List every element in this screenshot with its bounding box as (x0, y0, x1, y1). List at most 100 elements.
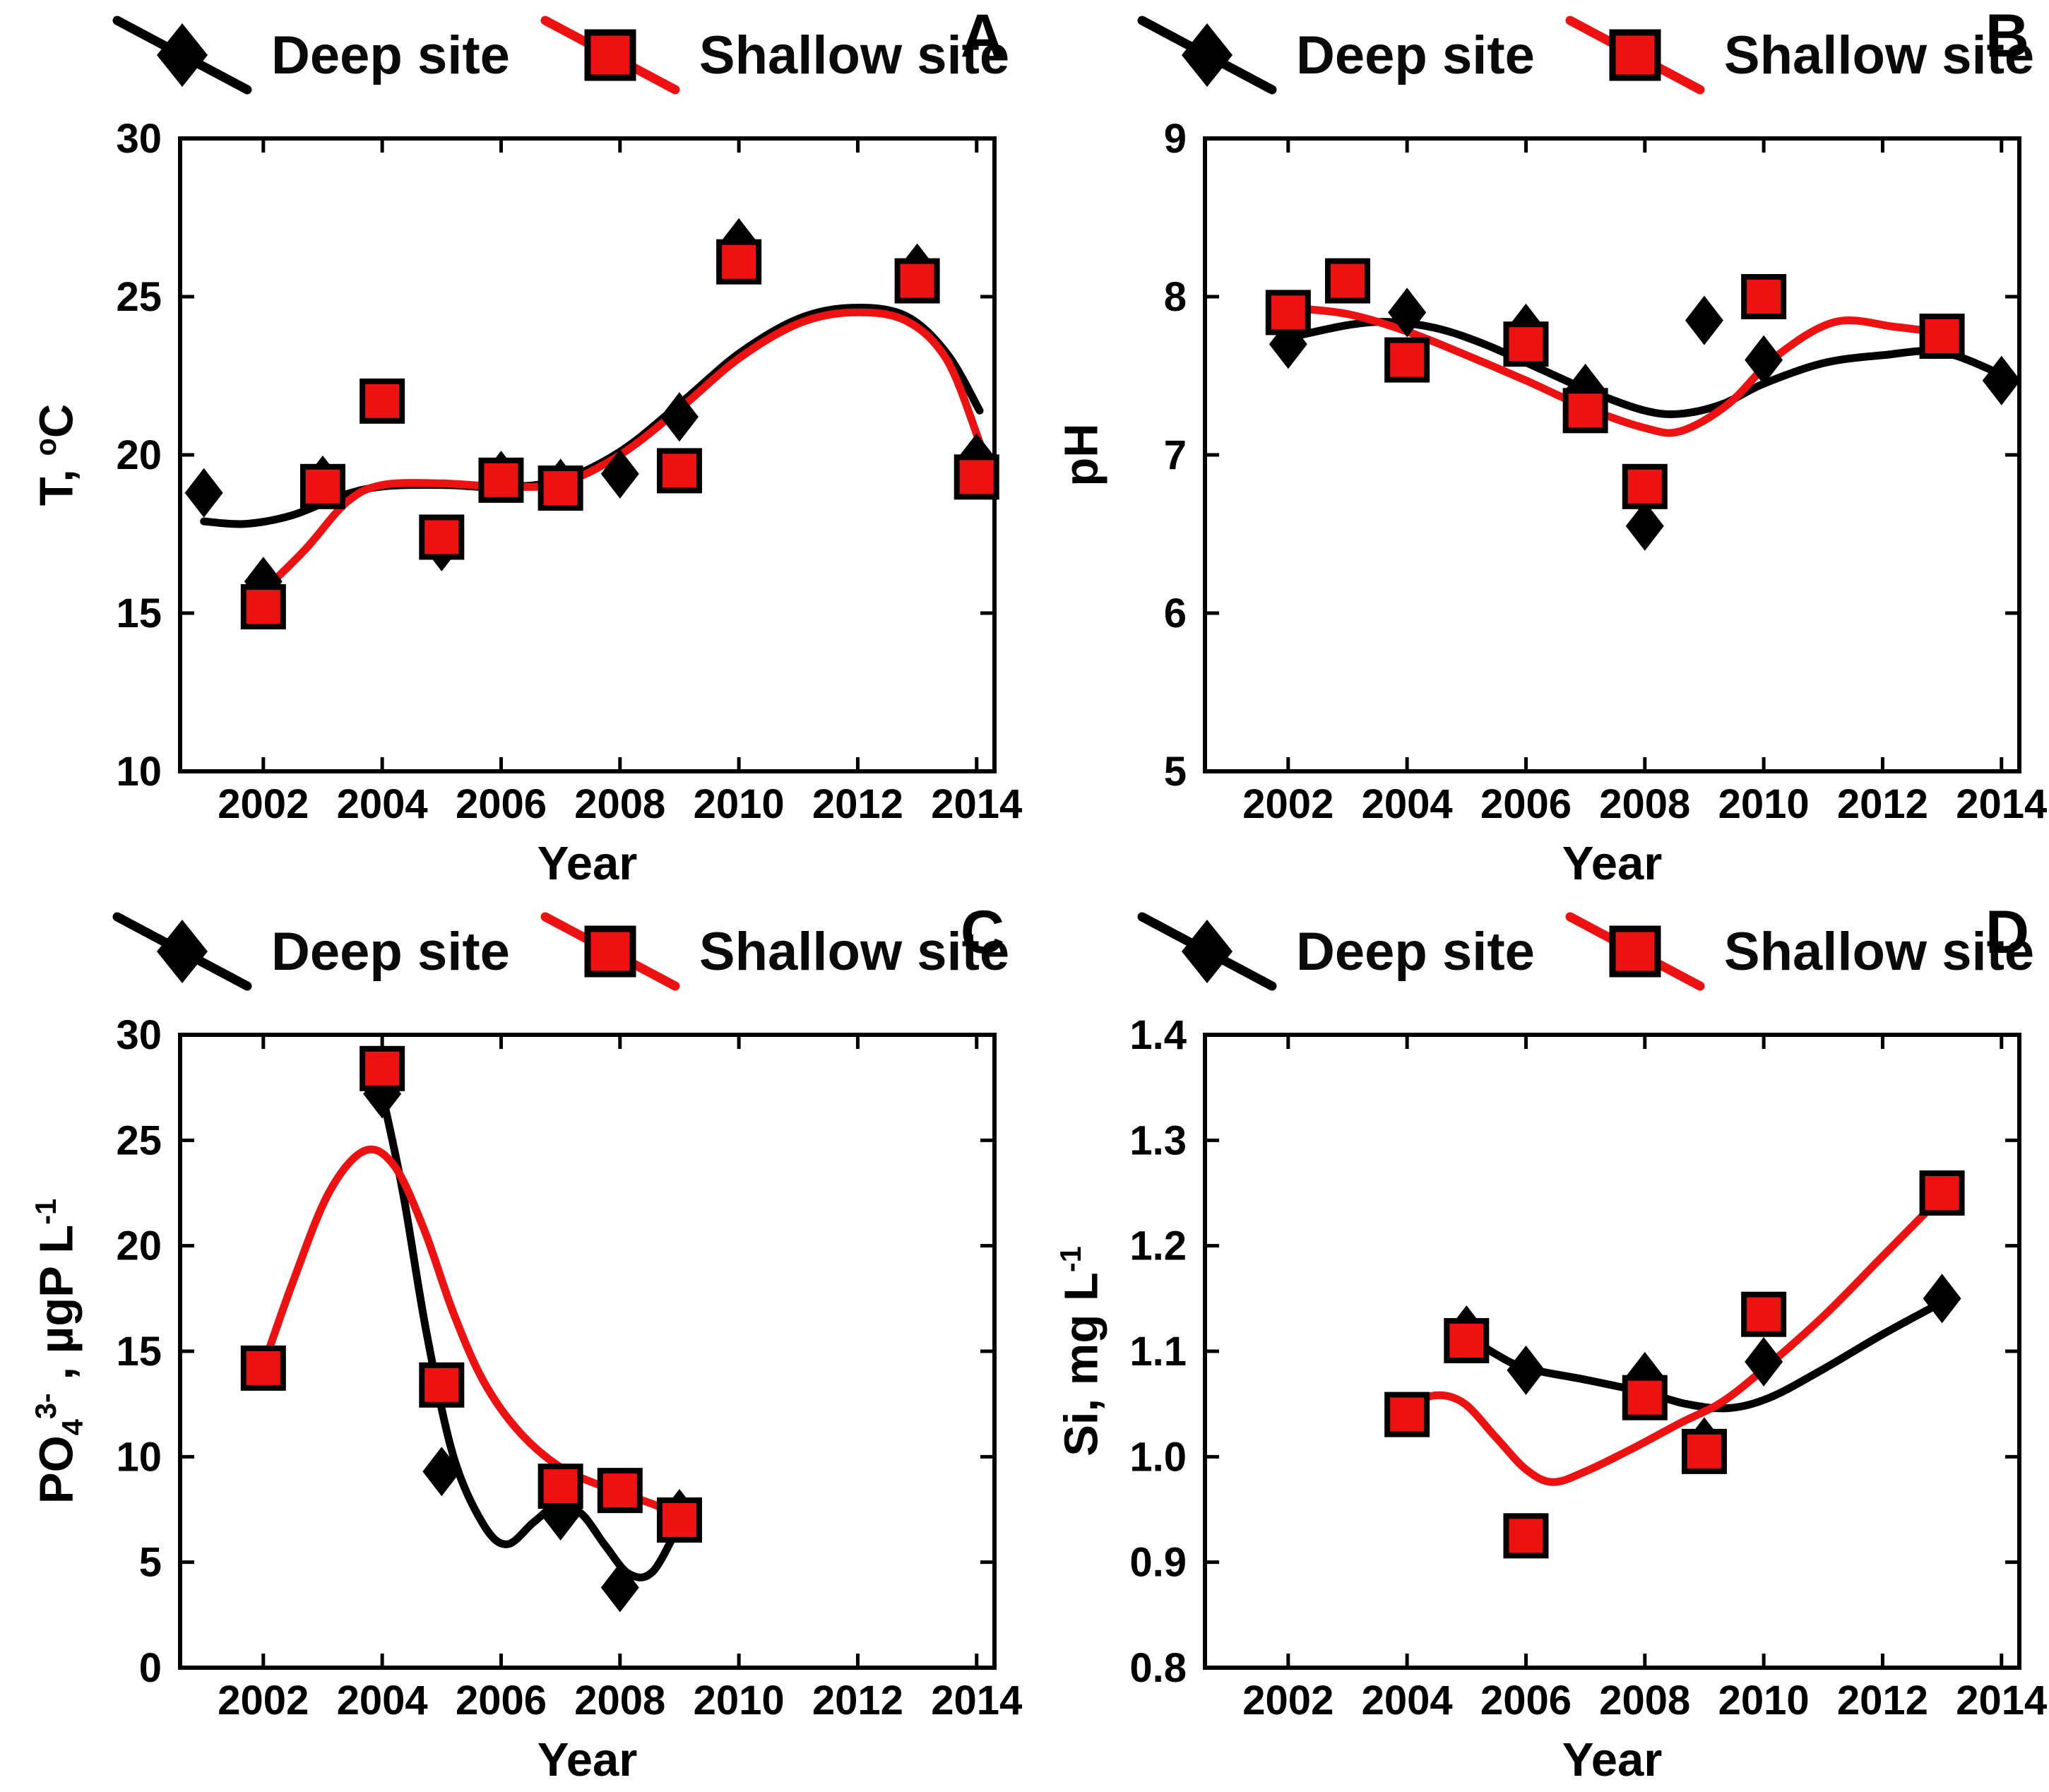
data-point-square (1503, 321, 1549, 367)
markers-deep (363, 1069, 699, 1613)
panel-letter-c: C (960, 898, 1004, 966)
y-tick-labels: 0 5 10 15 20 25 30 (116, 1012, 162, 1691)
legend-item-deep: Deep site (112, 908, 510, 995)
data-point-square (1741, 274, 1787, 319)
x-axis-label: Year (1562, 837, 1663, 890)
legend-label-deep: Deep site (271, 25, 510, 85)
x-tick-labels: 2002 2004 2006 2008 2010 2012 2014 (218, 781, 1022, 827)
svg-text:2010: 2010 (694, 781, 785, 827)
svg-text:7: 7 (1164, 432, 1187, 478)
markers-shallow (240, 1045, 702, 1543)
y-axis-label: pH (1055, 423, 1108, 487)
data-point-square (954, 454, 999, 500)
legend-label-shallow: Shallow site (1723, 25, 2035, 85)
data-point-diamond (1923, 1274, 1961, 1324)
data-point-square (716, 239, 762, 285)
svg-text:2004: 2004 (1362, 1678, 1453, 1723)
svg-text:2008: 2008 (1599, 1678, 1690, 1723)
svg-text:30: 30 (116, 1012, 162, 1058)
data-point-square (538, 465, 583, 511)
data-point-square (894, 258, 940, 304)
data-point-diamond (541, 1490, 580, 1541)
panel-b: Deep site Shallow site B pH 2002 2004 2006… (1025, 0, 2049, 896)
deep-site-marker-icon (1137, 16, 1277, 95)
legend-item-shallow: Shallow site (1564, 12, 2034, 98)
panel-a: Deep site Shallow site A T, oC 2002 2004 2… (0, 0, 1024, 896)
svg-text:2008: 2008 (1599, 781, 1690, 827)
svg-text:2012: 2012 (1837, 1678, 1928, 1723)
legend-item-shallow: Shallow site (1564, 908, 2034, 995)
svg-text:2010: 2010 (1718, 781, 1810, 827)
svg-text:2002: 2002 (218, 1678, 309, 1723)
x-axis-label: Year (1562, 1733, 1663, 1786)
svg-text:2004: 2004 (337, 781, 428, 827)
shallow-site-marker-icon (1565, 912, 1705, 991)
svg-text:1.2: 1.2 (1129, 1223, 1187, 1269)
data-point-square (1444, 1318, 1490, 1364)
data-point-square (1324, 258, 1370, 304)
legend-item-shallow: Shallow site (540, 908, 1009, 995)
legend-label-deep: Deep site (1296, 25, 1535, 85)
svg-text:9: 9 (1164, 116, 1187, 162)
panel-letter-d: D (1985, 898, 2029, 966)
svg-text:2008: 2008 (574, 1678, 665, 1723)
svg-text:0: 0 (139, 1645, 162, 1691)
data-point-square (1622, 1375, 1668, 1420)
panel-letter-b: B (1985, 2, 2029, 70)
y-axis-label: Si, mg L-1 (1054, 1246, 1108, 1456)
data-point-square (419, 514, 465, 560)
svg-text:2004: 2004 (1362, 781, 1453, 827)
data-point-square (478, 457, 524, 503)
plot-area-d: 2002 2004 2006 2008 2010 2012 2014 0.8 0.9 1.0 1.1… (1129, 1012, 2047, 1723)
data-point-diamond (1625, 501, 1664, 551)
x-tick-labels: 2002 2004 2006 2008 2010 2012 2014 (1242, 781, 2047, 827)
data-point-square (656, 1497, 702, 1543)
svg-text:30: 30 (116, 116, 162, 162)
legend-item-deep: Deep site (112, 12, 510, 98)
data-point-diamond (1745, 335, 1783, 385)
x-tick-labels: 2002 2004 2006 2008 2010 2012 2014 (1242, 1678, 2047, 1723)
data-point-square (1919, 1170, 1965, 1216)
deep-site-marker-icon (1137, 912, 1277, 991)
axis-ticks (180, 1033, 994, 1670)
y-axis-label: PO43- , µgP L-1 (29, 1198, 89, 1505)
data-point-diamond (422, 1447, 461, 1497)
markers-shallow (240, 239, 999, 630)
svg-text:2006: 2006 (456, 1678, 547, 1723)
data-point-square (360, 1045, 405, 1091)
data-point-square (656, 448, 702, 494)
svg-text:1.1: 1.1 (1129, 1329, 1187, 1375)
svg-text:5: 5 (139, 1540, 162, 1586)
svg-text:2002: 2002 (1242, 1678, 1334, 1723)
trend-line-shallow (259, 308, 984, 595)
trend-line-deep (1459, 1296, 1949, 1413)
shallow-site-marker-icon (1565, 16, 1705, 95)
svg-text:2010: 2010 (694, 1678, 785, 1723)
svg-text:1.3: 1.3 (1129, 1117, 1187, 1163)
data-point-square (1384, 1392, 1430, 1437)
data-point-square (1741, 1291, 1787, 1337)
data-point-diamond (1388, 287, 1427, 338)
data-point-square (240, 584, 286, 630)
svg-text:20: 20 (116, 432, 162, 478)
markers-shallow (1384, 1170, 1965, 1559)
svg-text:10: 10 (116, 1434, 162, 1480)
trend-line-shallow (1403, 1189, 1949, 1486)
data-point-square (1919, 314, 1965, 359)
legend: Deep site Shallow site (1136, 8, 2049, 102)
legend-label-shallow: Shallow site (1723, 921, 2035, 982)
plot-area-b: 2002 2004 2006 2008 2010 2012 2014 5 6 7 8 9 (1164, 116, 2048, 827)
panel-letter-a: A (960, 2, 1004, 70)
data-point-square (1681, 1428, 1727, 1474)
axis-ticks (1205, 1033, 2019, 1670)
svg-text:8: 8 (1164, 274, 1187, 320)
svg-text:1.0: 1.0 (1129, 1434, 1187, 1480)
data-point-square (299, 463, 345, 509)
deep-site-marker-icon (112, 16, 252, 95)
data-point-square (538, 1464, 583, 1509)
data-point-square (1265, 290, 1311, 336)
y-tick-labels: 5 6 7 8 9 (1164, 116, 1187, 795)
data-point-diamond (600, 1562, 639, 1613)
svg-text:0.9: 0.9 (1129, 1540, 1187, 1586)
